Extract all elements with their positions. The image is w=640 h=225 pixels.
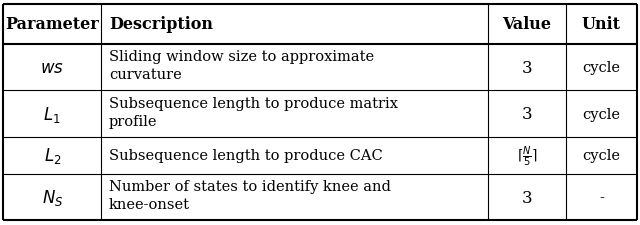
Text: cycle: cycle <box>582 61 620 75</box>
Text: Parameter: Parameter <box>5 16 99 33</box>
Text: $L_2$: $L_2$ <box>44 146 61 166</box>
Text: Number of states to identify knee and
knee-onset: Number of states to identify knee and kn… <box>109 180 391 211</box>
Text: 3: 3 <box>522 106 532 123</box>
Text: $\lceil\frac{N}{5}\rceil$: $\lceil\frac{N}{5}\rceil$ <box>516 144 537 168</box>
Text: $L_1$: $L_1$ <box>44 104 61 124</box>
Text: cycle: cycle <box>582 149 620 163</box>
Text: Unit: Unit <box>582 16 621 33</box>
Text: -: - <box>599 190 604 204</box>
Text: Subsequence length to produce matrix
profile: Subsequence length to produce matrix pro… <box>109 97 398 128</box>
Text: Subsequence length to produce CAC: Subsequence length to produce CAC <box>109 149 383 163</box>
Text: $N_S$: $N_S$ <box>42 187 63 207</box>
Text: cycle: cycle <box>582 107 620 121</box>
Text: $ws$: $ws$ <box>40 59 64 76</box>
Text: Sliding window size to approximate
curvature: Sliding window size to approximate curva… <box>109 50 374 82</box>
Text: Value: Value <box>502 16 552 33</box>
Text: Description: Description <box>109 16 213 33</box>
Text: 3: 3 <box>522 59 532 76</box>
Text: 3: 3 <box>522 189 532 206</box>
